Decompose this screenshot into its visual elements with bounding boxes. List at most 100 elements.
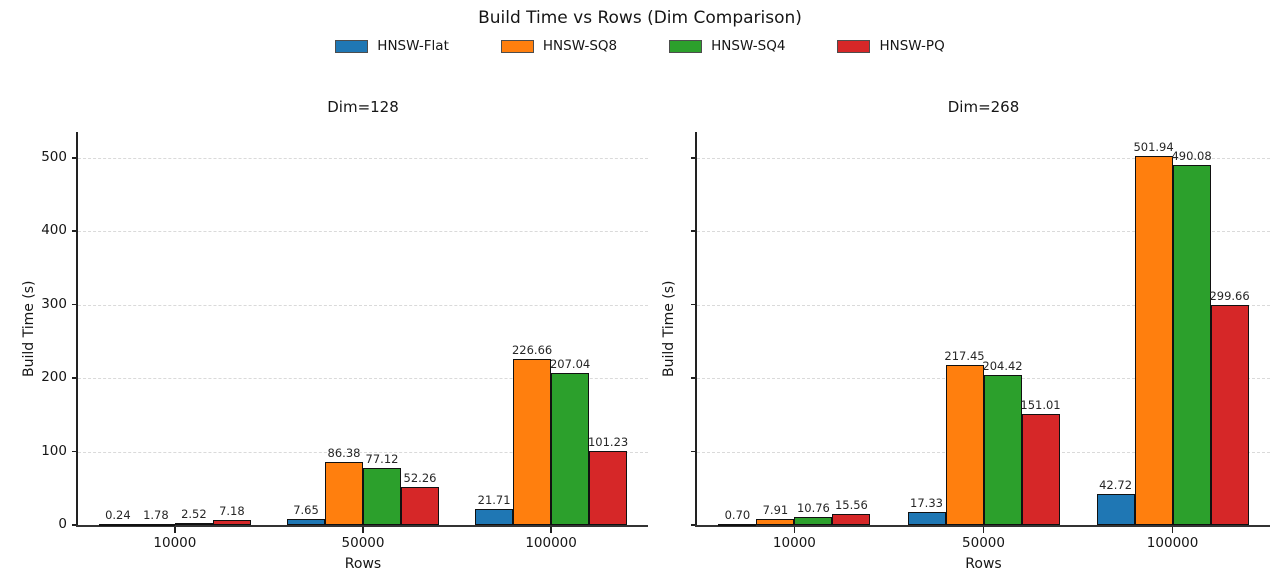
x-tick (1171, 527, 1174, 533)
y-tick (72, 524, 78, 526)
bar-value-label: 42.72 (1099, 477, 1133, 492)
bar-value-label: 490.08 (1171, 148, 1212, 163)
y-tick-label: 300 (41, 295, 67, 312)
y-tick-label: 200 (41, 369, 67, 386)
bar-value-label: 86.38 (327, 445, 361, 460)
gridline-y400 (697, 231, 1270, 233)
bar-value-label: 207.04 (549, 356, 591, 371)
legend-item-hnsw-pq: HNSW-PQ (837, 38, 945, 54)
bar-hnsw-flat-50000 (287, 519, 325, 525)
bar-value-label: 0.24 (105, 508, 131, 523)
bar-hnsw-sq4-10000 (794, 517, 833, 525)
x-axis-label-right: Rows (965, 556, 1002, 572)
subplot-title-dim128: Dim=128 (327, 98, 399, 116)
y-axis-spine (695, 132, 697, 526)
gridline-y100 (78, 451, 648, 453)
legend: HNSW-Flat HNSW-SQ8 HNSW-SQ4 HNSW-PQ (0, 35, 1280, 57)
bar-hnsw-pq-100000 (589, 450, 628, 525)
x-tick-label: 100000 (1146, 535, 1199, 551)
bar-value-label: 52.26 (403, 470, 437, 485)
bar-value-label: 2.52 (181, 507, 207, 522)
y-tick (72, 303, 78, 306)
bar-hnsw-sq4-50000 (363, 468, 401, 525)
legend-item-hnsw-sq4: HNSW-SQ4 (669, 38, 785, 54)
legend-swatch-hnsw-sq8 (500, 39, 534, 53)
bar-hnsw-pq-50000 (1021, 414, 1060, 525)
x-axis-label-left: Rows (344, 556, 382, 572)
bar-hnsw-sq8-100000 (1134, 156, 1173, 525)
bar-value-label: 0.70 (724, 508, 751, 523)
x-tick-label: 10000 (153, 535, 197, 551)
x-axis-spine (76, 525, 648, 527)
bar-hnsw-pq-10000 (212, 519, 251, 525)
y-tick (691, 450, 697, 453)
x-tick (550, 527, 552, 533)
plot-area-dim128: 0 100 200 300 400 500 10000 0.24 1.78 2.52 7.18 500… (41, 132, 648, 551)
y-tick-label: 0 (58, 516, 67, 532)
y-tick (72, 156, 78, 159)
bar-value-label: 204.42 (982, 358, 1023, 373)
bar-value-label: 10.76 (796, 501, 830, 516)
x-axis-spine (695, 525, 1270, 527)
y-tick-label: 100 (41, 442, 67, 459)
bar-hnsw-sq8-100000 (513, 358, 552, 525)
bar-hnsw-flat-100000 (1096, 493, 1135, 525)
bar-hnsw-flat-10000 (718, 524, 757, 527)
bar-hnsw-flat-50000 (907, 512, 946, 525)
bar-hnsw-sq8-10000 (136, 523, 175, 526)
gridline-y400 (78, 231, 648, 233)
y-axis-label-left: Build Time (s) (21, 280, 37, 377)
bar-hnsw-sq8-50000 (945, 365, 984, 525)
y-tick (691, 156, 697, 159)
legend-swatch-hnsw-sq4 (669, 39, 703, 53)
bar-value-label: 7.18 (219, 503, 245, 518)
bar-hnsw-flat-10000 (98, 524, 137, 527)
x-tick (793, 527, 796, 533)
gridline-y500 (697, 157, 1270, 159)
y-tick (691, 524, 697, 526)
bar-hnsw-pq-50000 (401, 486, 439, 525)
x-tick (362, 527, 364, 533)
x-tick-label: 100000 (525, 535, 577, 551)
legend-label: HNSW-Flat (377, 38, 449, 54)
y-tick (72, 230, 78, 232)
legend-label: HNSW-SQ8 (542, 38, 618, 54)
y-tick-label: 400 (41, 222, 67, 239)
y-axis-spine (76, 132, 78, 526)
bar-hnsw-sq4-100000 (551, 372, 590, 525)
x-tick-label: 50000 (962, 535, 1005, 551)
bar-value-label: 501.94 (1133, 140, 1174, 155)
y-tick (72, 377, 78, 379)
bar-value-label: 1.78 (143, 507, 169, 522)
legend-swatch-hnsw-flat (335, 39, 369, 53)
bar-hnsw-flat-100000 (475, 509, 514, 525)
gridline-y200 (78, 378, 648, 380)
x-tick-label: 50000 (341, 535, 385, 551)
bar-hnsw-pq-100000 (1210, 304, 1249, 525)
bar-hnsw-pq-10000 (832, 513, 871, 525)
x-tick-label: 10000 (772, 535, 816, 551)
bar-value-label: 17.33 (910, 496, 943, 511)
y-tick (72, 450, 78, 453)
legend-item-hnsw-sq8: HNSW-SQ8 (500, 38, 618, 54)
bar-value-label: 226.66 (511, 342, 553, 357)
legend-item-hnsw-flat: HNSW-Flat (335, 38, 449, 54)
y-tick (691, 377, 697, 379)
y-tick (691, 303, 697, 306)
bar-value-label: 151.01 (1020, 398, 1061, 413)
figure-title: Build Time vs Rows (Dim Comparison) (478, 8, 802, 28)
y-axis-label-right: Build Time (s) (661, 280, 677, 377)
bar-hnsw-sq8-50000 (325, 461, 363, 525)
bar-value-label: 299.66 (1209, 288, 1250, 303)
bar-hnsw-sq4-100000 (1172, 164, 1211, 525)
legend-label: HNSW-SQ4 (711, 38, 786, 54)
gridline-y500 (78, 157, 648, 159)
x-tick (174, 527, 176, 533)
y-tick-label: 500 (41, 148, 67, 165)
x-tick (982, 527, 985, 533)
bar-value-label: 7.91 (762, 503, 789, 518)
bar-value-label: 101.23 (587, 434, 629, 449)
gridline-y300 (697, 304, 1270, 306)
bar-value-label: 217.45 (944, 349, 985, 364)
